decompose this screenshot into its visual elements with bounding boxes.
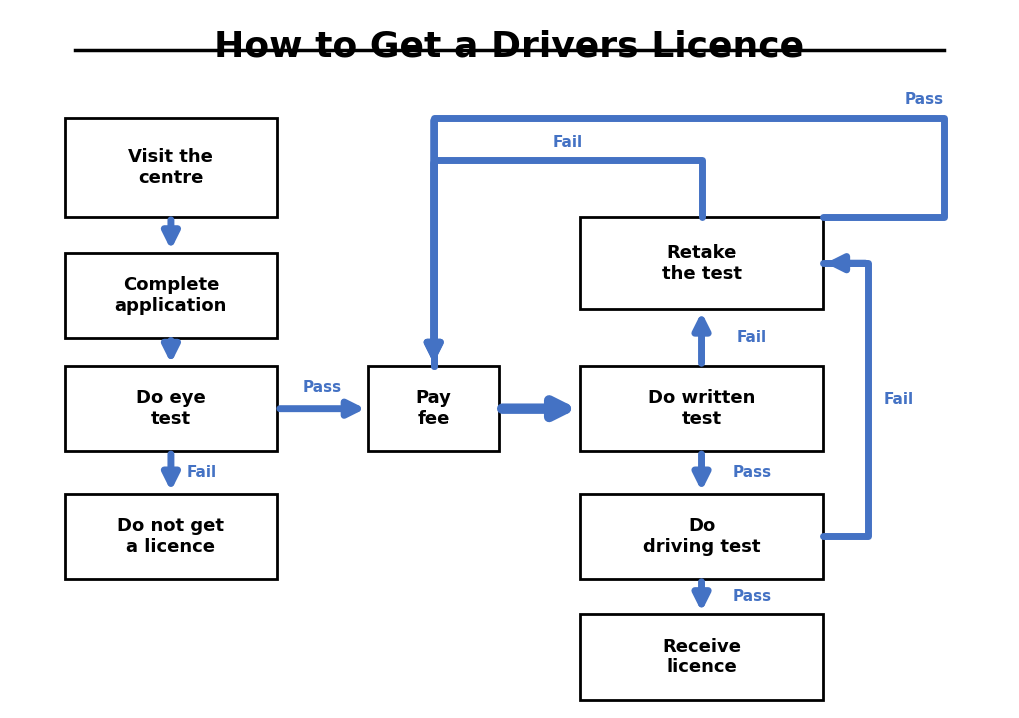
Text: Fail: Fail [883, 392, 914, 407]
Text: Complete
application: Complete application [115, 276, 227, 314]
FancyBboxPatch shape [65, 366, 277, 451]
FancyBboxPatch shape [65, 118, 277, 217]
Text: Do eye
test: Do eye test [137, 389, 206, 428]
FancyBboxPatch shape [65, 494, 277, 579]
Text: Visit the
centre: Visit the centre [128, 148, 213, 187]
Text: Pay
fee: Pay fee [416, 389, 451, 428]
FancyBboxPatch shape [580, 217, 822, 309]
Text: Do
driving test: Do driving test [643, 517, 760, 556]
FancyBboxPatch shape [580, 366, 822, 451]
Text: Pass: Pass [303, 380, 342, 395]
FancyBboxPatch shape [580, 494, 822, 579]
Text: Fail: Fail [552, 135, 583, 150]
Text: Retake
the test: Retake the test [661, 244, 742, 283]
FancyBboxPatch shape [580, 615, 822, 699]
Text: Receive
licence: Receive licence [662, 638, 741, 676]
FancyBboxPatch shape [368, 366, 499, 451]
Text: Fail: Fail [737, 330, 767, 345]
Text: Do not get
a licence: Do not get a licence [117, 517, 224, 556]
Text: Pass: Pass [733, 589, 771, 605]
Text: How to Get a Drivers Licence: How to Get a Drivers Licence [214, 29, 805, 63]
Text: Fail: Fail [186, 465, 216, 480]
FancyBboxPatch shape [65, 253, 277, 337]
Text: Pass: Pass [733, 465, 771, 480]
Text: Pass: Pass [904, 93, 944, 108]
Text: Do written
test: Do written test [648, 389, 755, 428]
